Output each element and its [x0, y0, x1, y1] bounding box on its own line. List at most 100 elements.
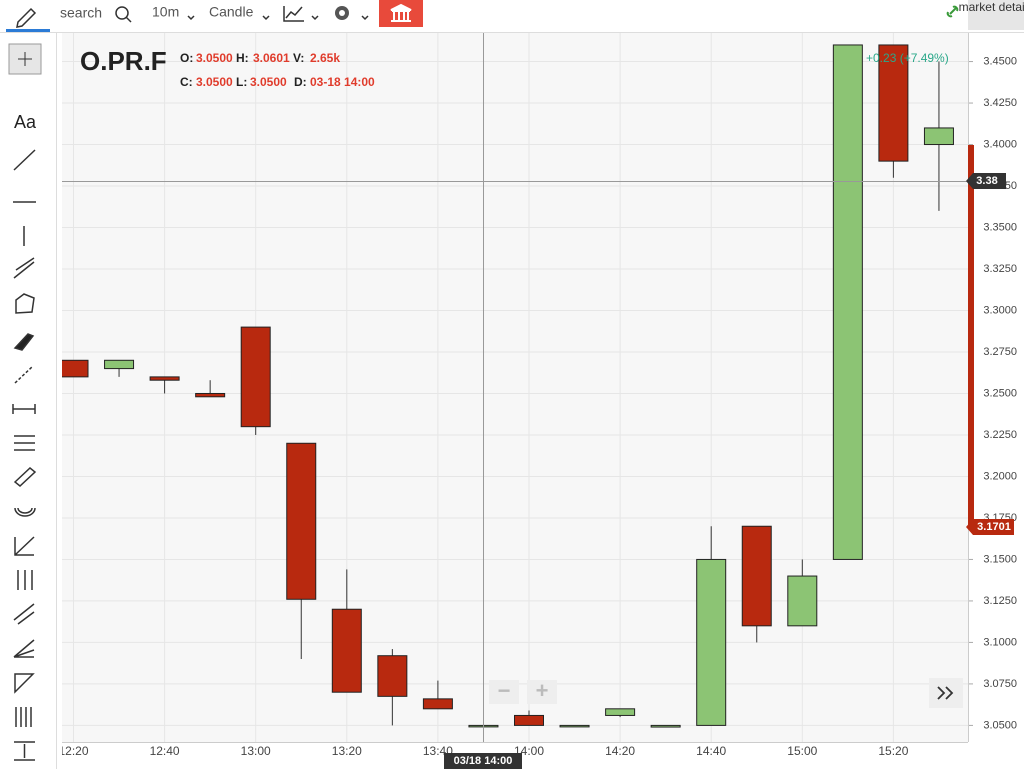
text-tool[interactable]: Aa [14, 112, 37, 132]
y-tick-label: 3.2250 [983, 429, 1017, 441]
legend-value: 3.0500 [196, 75, 233, 89]
dropdown-caret [311, 15, 319, 21]
ray-tool[interactable] [14, 365, 34, 384]
legend-label: C: [180, 75, 193, 89]
zoom-out-label: − [498, 678, 511, 703]
y-tick-label: 3.0500 [983, 719, 1017, 731]
cycle-tool[interactable] [17, 570, 33, 590]
pitchfork-tool[interactable] [13, 603, 35, 625]
brush-tool[interactable] [13, 333, 35, 351]
toolbar [0, 0, 1024, 32]
scroll-right-button[interactable] [929, 678, 963, 708]
dropdown-caret [361, 15, 369, 21]
x-tick-label: 13:00 [241, 744, 271, 758]
gann-tool[interactable] [14, 536, 35, 556]
symbol: O.PR.F [80, 46, 167, 76]
y-tick-label: 3.4000 [983, 138, 1017, 150]
channel-tool[interactable] [13, 257, 35, 279]
candle-body [878, 44, 909, 162]
measure-tool[interactable] [14, 741, 35, 761]
crosshair-time: 03/18 14:00 [454, 755, 513, 767]
candle-body [195, 392, 226, 398]
y-tick-label: 3.2750 [983, 346, 1017, 358]
bank-icon [390, 3, 412, 22]
fib-tool[interactable] [13, 467, 37, 487]
price-axis [968, 33, 1024, 769]
scroll-right-icon [937, 686, 954, 700]
candle-body [286, 442, 317, 600]
candle-body [104, 359, 135, 370]
legend-label: O: [180, 51, 193, 65]
fan-tool[interactable] [13, 639, 35, 658]
x-tick-label: 12:20 [58, 744, 88, 758]
pencil-icon[interactable] [16, 7, 37, 28]
candle-body [605, 708, 636, 716]
last-price: 3.1701 [977, 521, 1011, 533]
interval-select[interactable]: 10m [152, 4, 179, 20]
shape-tool[interactable] [15, 293, 35, 314]
legend-value: 03-18 14:00 [310, 75, 375, 89]
y-tick-label: 3.1500 [983, 553, 1017, 565]
market-details-button[interactable] [968, 0, 1024, 30]
drawing-toolbar [0, 33, 55, 769]
legend-label: L: [236, 75, 247, 89]
y-tick-label: 3.0750 [983, 678, 1017, 690]
y-tick-label: 3.3000 [983, 304, 1017, 316]
x-tick-label: 15:00 [787, 744, 817, 758]
candle-body [149, 376, 180, 381]
candle-body [240, 326, 271, 428]
legend-label: H: [236, 51, 249, 65]
active-tab [6, 29, 50, 32]
y-tick-label: 3.2500 [983, 387, 1017, 399]
zoom-in-label: + [536, 678, 549, 703]
x-tick-label: 14:20 [605, 744, 635, 758]
candle-body [696, 558, 727, 726]
zoom-out-button[interactable] [489, 680, 519, 704]
legend-value: 3.0500 [196, 51, 233, 65]
crosshair-time-tag [444, 753, 522, 769]
zoom-in-button[interactable] [527, 680, 557, 704]
candle-body [923, 127, 954, 146]
change-label: +0.23 (+7.49%) [866, 51, 949, 65]
dropdown-caret [262, 15, 270, 21]
settings-icon-hole [339, 10, 345, 16]
candle-body [787, 575, 818, 627]
search-icon[interactable] [115, 6, 129, 20]
x-tick-label: 12:40 [150, 744, 180, 758]
search-icon-handle [125, 16, 132, 23]
crosshair-price-tag [966, 173, 1006, 189]
chart-type-select[interactable]: Candle [209, 4, 254, 20]
crosshair-icon [18, 52, 32, 66]
plot-background [62, 33, 968, 742]
candle-body [559, 724, 590, 728]
y-tick-label: 3.1250 [983, 595, 1017, 607]
range-tool[interactable] [12, 404, 36, 414]
legend-value: 3.0601 [253, 51, 290, 65]
indicator-icon[interactable] [283, 6, 304, 22]
candle-body [62, 359, 89, 378]
candle-body [514, 714, 544, 726]
y-tick-label: 3.3250 [983, 263, 1017, 275]
y-tick-label: 3.4500 [983, 55, 1017, 67]
candle-body [650, 724, 681, 728]
x-tick-label: 15:20 [878, 744, 908, 758]
candle-body [377, 655, 408, 697]
dropdown-caret [187, 15, 195, 21]
link-icon[interactable] [946, 5, 959, 18]
legend-label: D: [294, 75, 307, 89]
legend-value: 3.0500 [250, 75, 287, 89]
x-tick-label: 14:40 [696, 744, 726, 758]
search-box[interactable]: search [60, 5, 102, 21]
y-tick-label: 3.3500 [983, 221, 1017, 233]
triangle-tool[interactable] [14, 673, 35, 694]
y-tick-label: 3.4250 [983, 97, 1017, 109]
market-details-label: market details [959, 0, 1024, 14]
y-tick-label: 3.2000 [983, 470, 1017, 482]
arc-tool[interactable] [14, 507, 36, 517]
lines-tool[interactable] [14, 435, 35, 451]
line-tool[interactable] [13, 149, 36, 171]
candle-body [832, 44, 863, 560]
last-candle-range [968, 145, 974, 527]
timecycle-tool[interactable] [15, 707, 32, 727]
